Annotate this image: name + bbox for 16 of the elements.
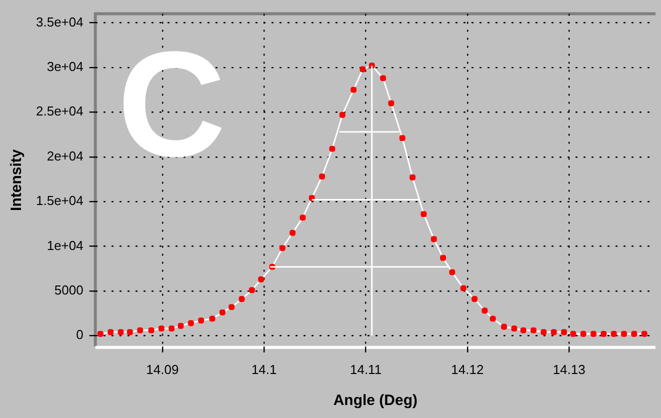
- annotation: C: [117, 20, 226, 188]
- x-tick-label: 14.11: [350, 362, 382, 377]
- y-tick-label: 1.5e+04: [36, 193, 84, 208]
- x-tick-label: 14.1: [251, 362, 277, 377]
- y-axis-title: Intensity: [8, 148, 26, 211]
- y-tick-label: 2.5e+04: [36, 104, 84, 119]
- x-tick-label: 14.12: [451, 362, 484, 377]
- y-tick-label: 3.5e+04: [36, 14, 84, 30]
- x-tick-label: 14.13: [552, 362, 586, 377]
- x-axis-title: Angle (Deg): [333, 392, 418, 410]
- y-tick-label: 5000: [54, 282, 84, 298]
- y-tick-label: 3e+04: [46, 59, 84, 74]
- y-tick-label: 1e+04: [46, 238, 84, 253]
- x-tick-label: 14.09: [146, 362, 179, 377]
- y-tick-label: 2e+04: [46, 148, 84, 164]
- y-tick-label: 0: [76, 327, 84, 342]
